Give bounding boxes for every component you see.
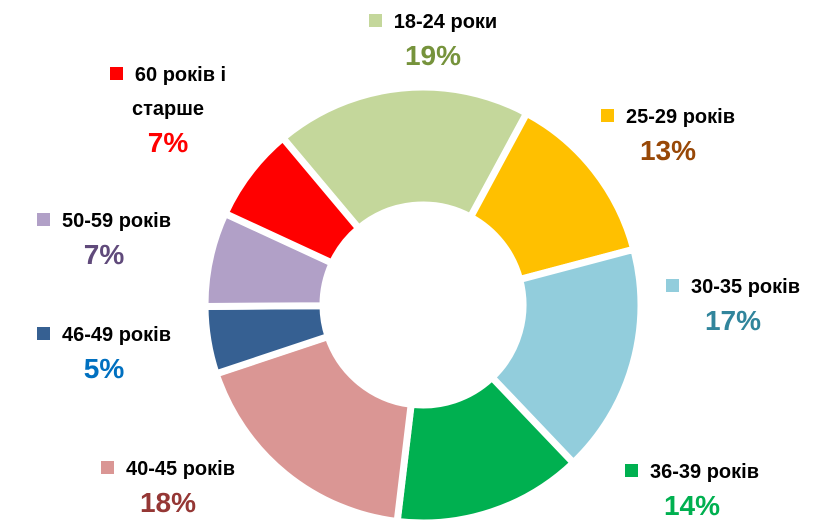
category-label: 25-29 років bbox=[625, 106, 735, 128]
value-label: 7% bbox=[83, 239, 125, 270]
donut-slice bbox=[277, 83, 532, 234]
slice-label: 60 років і старше 7% bbox=[93, 58, 243, 160]
legend-marker bbox=[600, 109, 614, 122]
legend-marker bbox=[665, 279, 679, 292]
value-label: 5% bbox=[83, 353, 125, 384]
slice-label: 25-29 років 13% bbox=[558, 100, 778, 168]
legend-marker bbox=[624, 464, 638, 477]
legend-entry: 36-39 років bbox=[582, 455, 802, 489]
donut-slice bbox=[211, 332, 416, 526]
legend-marker bbox=[36, 213, 50, 226]
slice-label: 40-45 років 18% bbox=[58, 452, 278, 520]
value-label: 19% bbox=[404, 40, 462, 71]
slice-label: 18-24 роки 19% bbox=[368, 5, 498, 73]
legend-marker bbox=[36, 327, 50, 340]
value-label: 7% bbox=[147, 127, 189, 158]
category-label: 40-45 років bbox=[125, 458, 235, 480]
category-label: 18-24 роки bbox=[393, 11, 498, 33]
slice-label: 50-59 років 7% bbox=[0, 204, 214, 272]
value-label: 18% bbox=[139, 487, 197, 518]
legend-entry: 40-45 років bbox=[58, 452, 278, 486]
value-label: 17% bbox=[704, 305, 762, 336]
legend-marker bbox=[100, 461, 114, 474]
donut-slice bbox=[393, 372, 579, 526]
legend-entry: 50-59 років bbox=[0, 204, 214, 238]
legend-entry: 46-49 років bbox=[0, 318, 214, 352]
legend-entry: 18-24 роки bbox=[368, 5, 498, 39]
donut-slice bbox=[220, 133, 364, 268]
legend-marker bbox=[109, 67, 123, 80]
category-label: 36-39 років bbox=[649, 461, 759, 483]
donut-slice bbox=[487, 245, 645, 468]
slice-label: 30-35 років 17% bbox=[623, 270, 819, 338]
slice-label: 46-49 років 5% bbox=[0, 318, 214, 386]
legend-entry: 60 років і старше bbox=[93, 58, 243, 126]
legend-entry: 25-29 років bbox=[558, 100, 778, 134]
value-label: 13% bbox=[639, 135, 697, 166]
legend-entry: 30-35 років bbox=[623, 270, 819, 304]
category-label: 50-59 років bbox=[61, 210, 171, 232]
donut-slice bbox=[465, 108, 639, 284]
slice-label: 36-39 років 14% bbox=[582, 455, 802, 523]
legend-marker bbox=[368, 14, 382, 27]
category-label: 60 років і старше bbox=[131, 64, 227, 120]
category-label: 30-35 років bbox=[690, 276, 800, 298]
category-label: 46-49 років bbox=[61, 324, 171, 346]
value-label: 14% bbox=[663, 490, 721, 521]
